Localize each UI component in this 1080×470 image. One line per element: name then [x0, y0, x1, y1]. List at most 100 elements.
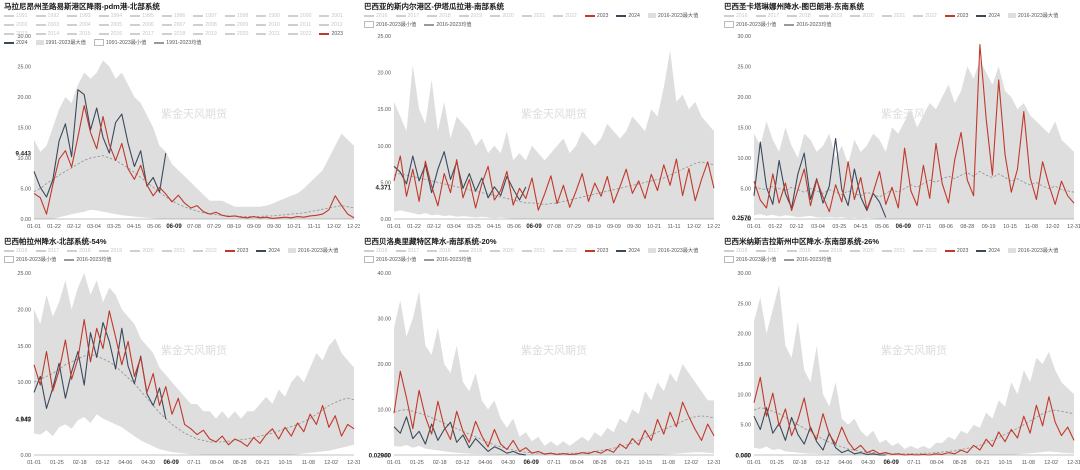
- legend-item[interactable]: 2019: [818, 12, 842, 21]
- legend-item[interactable]: 2019: [818, 247, 842, 256]
- legend-item[interactable]: 2019: [98, 247, 122, 256]
- legend-item[interactable]: 1997: [193, 12, 217, 21]
- legend-item[interactable]: 2017: [395, 247, 419, 256]
- legend-item[interactable]: 2002: [4, 21, 28, 30]
- legend-item[interactable]: 2009: [224, 21, 248, 30]
- legend-item[interactable]: 2014: [35, 30, 59, 39]
- legend-item[interactable]: 2023: [319, 30, 343, 39]
- legend-item[interactable]: 2016-2023均值: [784, 21, 832, 30]
- legend-item[interactable]: 2024: [256, 247, 280, 256]
- legend-item[interactable]: 2017: [755, 12, 779, 21]
- legend-item[interactable]: 2023: [224, 247, 248, 256]
- legend-item[interactable]: 2021: [881, 247, 905, 256]
- legend-item[interactable]: 2020: [490, 12, 514, 21]
- legend-item[interactable]: 2019: [458, 247, 482, 256]
- legend-item[interactable]: 2022: [913, 247, 937, 256]
- legend-item[interactable]: 2020: [850, 247, 874, 256]
- legend-item[interactable]: 2021: [256, 30, 280, 39]
- legend-item[interactable]: 2017: [755, 247, 779, 256]
- legend-item[interactable]: 2016-2023最大值: [287, 247, 338, 256]
- legend-item[interactable]: 2000: [287, 12, 311, 21]
- legend-item[interactable]: 1994: [98, 12, 122, 21]
- legend-item[interactable]: 2016-2023最大值: [647, 12, 698, 21]
- legend-item[interactable]: 2021: [881, 12, 905, 21]
- legend-item[interactable]: 2016-2023最小值: [4, 256, 56, 265]
- legend-item[interactable]: 2016-2023最小值: [364, 256, 416, 265]
- legend-item[interactable]: 2023: [944, 12, 968, 21]
- legend-item[interactable]: 1999: [256, 12, 280, 21]
- legend-item[interactable]: 2016-2023最大值: [1007, 12, 1059, 21]
- legend-item[interactable]: 2024: [616, 12, 640, 21]
- legend-label: 2016-2023最大值: [1017, 13, 1059, 19]
- legend-item[interactable]: 1992: [35, 12, 59, 21]
- legend-item[interactable]: 2018: [161, 30, 185, 39]
- legend-item[interactable]: 2023: [584, 12, 608, 21]
- legend-item[interactable]: 2023: [944, 247, 968, 256]
- legend-item[interactable]: 1996: [161, 12, 185, 21]
- legend-item[interactable]: 2012: [319, 21, 343, 30]
- legend-item[interactable]: 2020: [224, 30, 248, 39]
- legend-item[interactable]: 2016-2023最大值: [647, 247, 698, 256]
- legend-item[interactable]: 2016-2023均值: [64, 256, 112, 265]
- legend-item[interactable]: 2016: [364, 12, 388, 21]
- x-tick-label: 12-02: [327, 224, 341, 230]
- legend-item[interactable]: 2018: [787, 247, 811, 256]
- legend-item[interactable]: 2023: [584, 247, 608, 256]
- legend-item[interactable]: 2006: [130, 21, 154, 30]
- legend-item[interactable]: 2016: [98, 30, 122, 39]
- legend-item[interactable]: 1998: [224, 12, 248, 21]
- legend-item[interactable]: 2021: [521, 12, 545, 21]
- legend-item[interactable]: 2024: [4, 39, 28, 48]
- legend-item[interactable]: 2016-2023最小值: [724, 256, 776, 265]
- legend-item[interactable]: 2020: [850, 12, 874, 21]
- legend-swatch-icon: [224, 14, 235, 17]
- legend-item[interactable]: 2024: [976, 12, 1000, 21]
- legend-item[interactable]: 2004: [67, 21, 91, 30]
- legend-item[interactable]: 2003: [35, 21, 59, 30]
- legend-item[interactable]: 2015: [67, 30, 91, 39]
- legend-item[interactable]: 1993: [67, 12, 91, 21]
- legend-item[interactable]: 2016-2023均值: [424, 21, 472, 30]
- legend-item[interactable]: 1991-2023均值: [154, 39, 201, 48]
- legend-item[interactable]: 2001: [319, 12, 343, 21]
- legend-item[interactable]: 2016-2023均值: [784, 256, 832, 265]
- legend-item[interactable]: 2021: [521, 247, 545, 256]
- legend-item[interactable]: 2020: [130, 247, 154, 256]
- legend-item[interactable]: 2016-2023最小值: [724, 21, 776, 30]
- legend-item[interactable]: 2018: [427, 12, 451, 21]
- legend-item[interactable]: 2022: [193, 247, 217, 256]
- legend-item[interactable]: 2017: [395, 12, 419, 21]
- legend-item[interactable]: 1991-2023最小值: [93, 39, 146, 48]
- legend-item[interactable]: 2021: [161, 247, 185, 256]
- legend-item[interactable]: 2008: [193, 21, 217, 30]
- legend-item[interactable]: 2016: [724, 247, 748, 256]
- legend-item[interactable]: 2016-2023最大值: [1007, 247, 1058, 256]
- legend-item[interactable]: 2016-2023均值: [424, 256, 472, 265]
- legend-item[interactable]: 2024: [976, 247, 1000, 256]
- legend-item[interactable]: 2005: [98, 21, 122, 30]
- legend-item[interactable]: 2019: [458, 12, 482, 21]
- legend-item[interactable]: 2017: [35, 247, 59, 256]
- legend-item[interactable]: 2022: [553, 247, 577, 256]
- legend-item[interactable]: 2024: [616, 247, 640, 256]
- legend-item[interactable]: 2018: [427, 247, 451, 256]
- legend-item[interactable]: 2011: [287, 21, 311, 30]
- legend-item[interactable]: 2017: [130, 30, 154, 39]
- legend-item[interactable]: 1991-2023最大值: [35, 39, 86, 48]
- legend-item[interactable]: 2016: [364, 247, 388, 256]
- legend-item[interactable]: 2010: [256, 21, 280, 30]
- legend-item[interactable]: 2016: [724, 12, 748, 21]
- legend-item[interactable]: 2016-2023最小值: [364, 21, 416, 30]
- legend-item[interactable]: 2019: [193, 30, 217, 39]
- legend-item[interactable]: 2018: [787, 12, 811, 21]
- legend-item[interactable]: 1991: [4, 12, 28, 21]
- legend-item[interactable]: 2020: [490, 247, 514, 256]
- legend-item[interactable]: 2013: [4, 30, 28, 39]
- legend-item[interactable]: 2007: [161, 21, 185, 30]
- legend-item[interactable]: 2016: [4, 247, 28, 256]
- legend-item[interactable]: 1995: [130, 12, 154, 21]
- legend-item[interactable]: 2022: [553, 12, 577, 21]
- legend-item[interactable]: 2022: [287, 30, 311, 39]
- legend-item[interactable]: 2018: [67, 247, 91, 256]
- legend-item[interactable]: 2022: [913, 12, 937, 21]
